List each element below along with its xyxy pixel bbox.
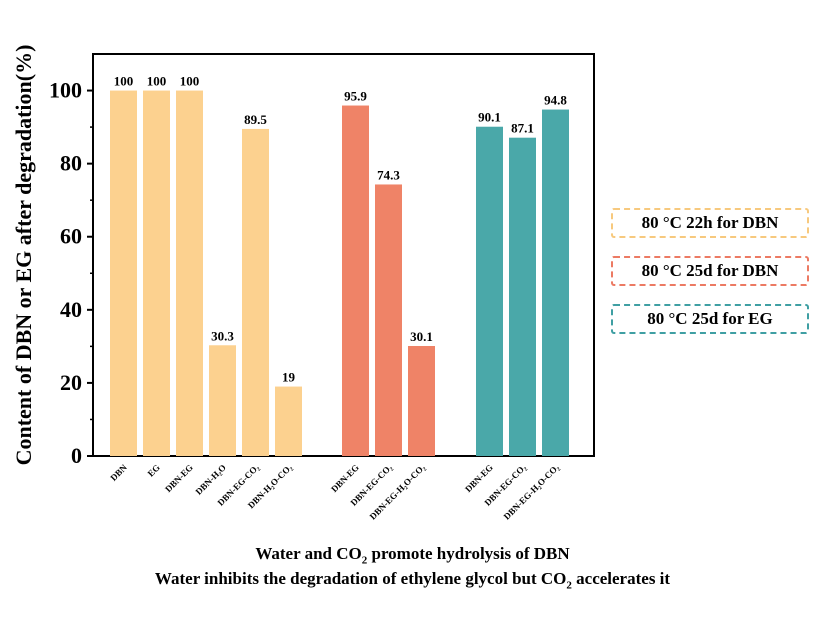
bar-value-label: 30.1: [410, 329, 433, 344]
x-tick-label: DBN-EG: [463, 462, 495, 494]
x-tick-label: EG: [146, 462, 162, 478]
bar: [476, 126, 503, 456]
bar-value-label: 94.8: [544, 93, 567, 108]
y-tick-label: 0: [71, 443, 82, 468]
y-tick-label: 40: [60, 297, 82, 322]
bar: [275, 386, 302, 456]
bar: [509, 137, 536, 456]
bar: [176, 90, 203, 456]
caption-line-2: Water inhibits the degradation of ethyle…: [154, 569, 671, 592]
x-tick-label: DBN-EG: [329, 462, 361, 494]
legend-item-25d-eg: 80 °C 25d for EG: [611, 304, 809, 334]
bar-value-label: 95.9: [344, 89, 367, 104]
bar-value-label: 19: [282, 370, 296, 385]
bar: [542, 109, 569, 457]
bar-value-label: 100: [114, 74, 134, 89]
bar-value-label: 89.5: [244, 112, 267, 127]
bar: [110, 90, 137, 456]
caption-line-1: Water and CO2 promote hydrolysis of DBN: [255, 544, 570, 567]
bar: [209, 345, 236, 456]
bar-value-label: 74.3: [377, 167, 400, 182]
x-tick-label: DBN: [108, 462, 129, 483]
legend-label: 80 °C 25d for DBN: [641, 261, 779, 280]
bar: [342, 105, 369, 457]
x-tick-label: DBN-EG: [163, 462, 195, 494]
y-tick-label: 20: [60, 370, 82, 395]
y-tick-label: 60: [60, 224, 82, 249]
bar-value-label: 87.1: [511, 121, 534, 136]
y-tick-label: 100: [49, 78, 82, 103]
legend-item-25d-dbn: 80 °C 25d for DBN: [611, 256, 809, 286]
legend-item-22h-dbn: 80 °C 22h for DBN: [611, 208, 809, 238]
bar-value-label: 100: [147, 74, 167, 89]
x-tick-label: DBN-H₂O: [193, 462, 227, 496]
x-tick-label: DBN-EG-H₂O-CO₂: [502, 462, 562, 522]
bar-value-label: 100: [180, 74, 200, 89]
legend-label: 80 °C 22h for DBN: [641, 213, 779, 232]
chart-axes: 0 20 40 60 80 100 Content of DBN or EG after d…: [11, 45, 595, 468]
bar: [375, 184, 402, 456]
x-tick-label: DBN-EG-H₂O-CO₂: [368, 462, 428, 522]
bar: [242, 128, 269, 456]
y-tick-label: 80: [60, 151, 82, 176]
bar: [408, 345, 435, 456]
chart-bars: [110, 90, 569, 457]
bar-value-label: 90.1: [478, 110, 501, 125]
bar-value-label: 30.3: [211, 328, 234, 343]
y-axis-label: Content of DBN or EG after degradation(%…: [11, 45, 36, 466]
legend-label: 80 °C 25d for EG: [647, 309, 773, 328]
bar: [143, 90, 170, 456]
